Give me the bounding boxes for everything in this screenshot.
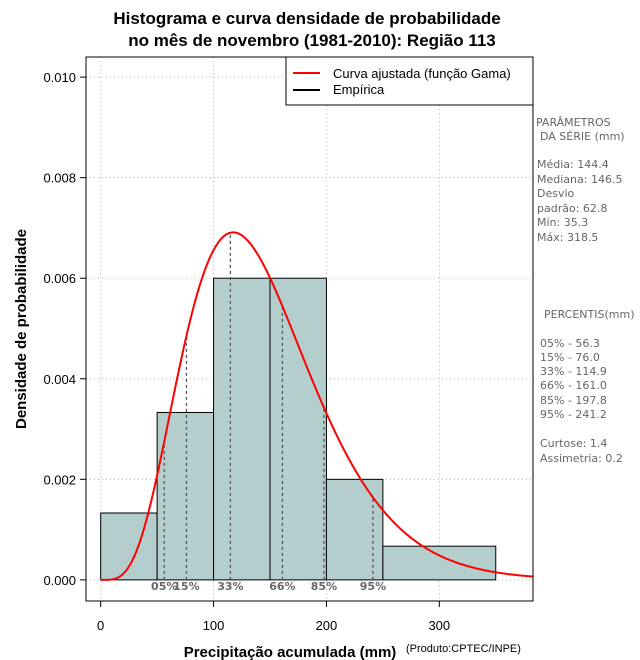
curtose-value: Curtose: 1.4 xyxy=(540,437,607,450)
series-parameters-panel: PARÂMETROS DA SÉRIE (mm) Média: 144.4 Me… xyxy=(536,116,635,465)
histogram-bar xyxy=(325,478,384,581)
stat-line: Desvio xyxy=(537,187,575,200)
y-tick-label: 0.000 xyxy=(43,573,76,588)
x-tick-label: 0 xyxy=(97,618,104,633)
stat-line: Mín: 35.3 xyxy=(537,216,588,229)
stat-line: Máx: 318.5 xyxy=(537,231,598,244)
chart-title-line2: no mês de novembro (1981-2010): Região 1… xyxy=(128,31,496,50)
y-tick-label: 0.006 xyxy=(43,271,76,286)
percentile-label: 66% xyxy=(269,580,295,593)
percentile-label: 95% xyxy=(360,580,386,593)
x-axis-title: Precipitação acumulada (mm) xyxy=(184,644,397,660)
stat-line: padrão: 62.8 xyxy=(537,202,607,215)
y-tick-label: 0.010 xyxy=(43,70,76,85)
percentile-lines xyxy=(163,232,374,580)
histogram-bar xyxy=(156,411,215,581)
percentil-line: 33% - 114.9 xyxy=(540,365,607,378)
y-tick-label: 0.008 xyxy=(43,171,76,186)
assimetria-value: Assimetria: 0.2 xyxy=(540,452,623,465)
percentil-line: 95% - 241.2 xyxy=(540,408,607,421)
x-axis: 0 100 200 300 xyxy=(97,600,450,633)
legend-label-empirical: Empírica xyxy=(333,82,385,97)
percentil-line: 66% - 161.0 xyxy=(540,379,607,392)
params-title-2: DA SÉRIE (mm) xyxy=(540,130,625,143)
gamma-fit-curve xyxy=(100,231,534,581)
histogram-bar xyxy=(213,277,271,581)
percentile-label: 85% xyxy=(311,580,337,593)
legend-box xyxy=(285,56,534,106)
percentile-labels: 05%15% 33% 66% 85% 95% xyxy=(151,580,386,593)
chart-title-line1: Histograma e curva densidade de probabil… xyxy=(113,9,500,28)
x-tick-label: 100 xyxy=(203,618,225,633)
histogram-bar xyxy=(269,277,327,581)
histogram-bars xyxy=(100,277,497,581)
x-tick-label: 200 xyxy=(316,618,338,633)
percentile-label: 05% xyxy=(151,580,177,593)
percentile-label: 33% xyxy=(217,580,243,593)
stat-line: Média: 144.4 xyxy=(537,158,609,171)
y-axis-title: Densidade de probabilidade xyxy=(13,229,30,429)
percentil-line: 15% - 76.0 xyxy=(540,351,600,364)
params-title-1: PARÂMETROS xyxy=(536,116,611,129)
y-axis: 0.000 0.002 0.004 0.006 0.008 0.010 xyxy=(43,70,86,588)
percentil-line: 05% - 56.3 xyxy=(540,337,600,350)
x-tick-label: 300 xyxy=(428,618,450,633)
y-tick-label: 0.002 xyxy=(43,472,76,487)
legend: Curva ajustada (função Gama) Empírica xyxy=(285,56,534,106)
legend-label-curve: Curva ajustada (função Gama) xyxy=(333,66,511,81)
y-tick-label: 0.004 xyxy=(43,372,76,387)
percentil-line: 85% - 197.8 xyxy=(540,394,607,407)
percentile-label: 15% xyxy=(173,580,199,593)
product-credit: (Produto:CPTEC/INPE) xyxy=(406,643,521,655)
histogram-bar xyxy=(100,512,158,581)
stat-line: Mediana: 146.5 xyxy=(537,173,622,186)
histogram-bar xyxy=(382,545,497,581)
percentis-title: PERCENTIS(mm) xyxy=(544,308,635,321)
